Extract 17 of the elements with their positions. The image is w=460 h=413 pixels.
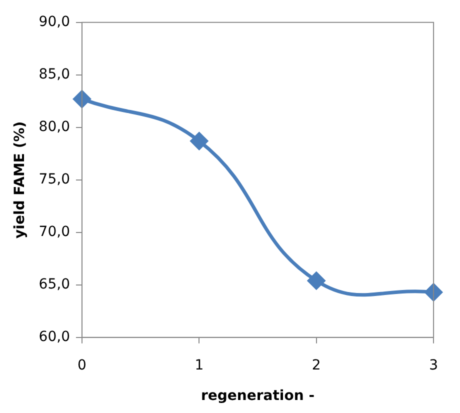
- x-tick-label: 3: [429, 357, 438, 374]
- x-tick-label: 1: [194, 357, 204, 374]
- x-axis-title: regeneration -: [201, 388, 315, 404]
- y-axis-title: yield FAME (%): [12, 121, 28, 238]
- y-tick-label: 85,0: [38, 66, 70, 83]
- y-tick-label: 75,0: [38, 172, 70, 188]
- point: [190, 132, 208, 150]
- point: [308, 272, 326, 290]
- y-tick-label: 90,0: [38, 14, 70, 30]
- y-tick-label: 60,0: [38, 329, 70, 346]
- point: [424, 284, 442, 301]
- y-tick-label: 70,0: [38, 224, 70, 240]
- x-tick-label: 0: [78, 357, 86, 374]
- y-tick-label: 80,0: [38, 119, 70, 136]
- point: [73, 90, 91, 108]
- x-tick-label: 2: [312, 357, 321, 374]
- y-tick-label: 65,0: [38, 276, 70, 293]
